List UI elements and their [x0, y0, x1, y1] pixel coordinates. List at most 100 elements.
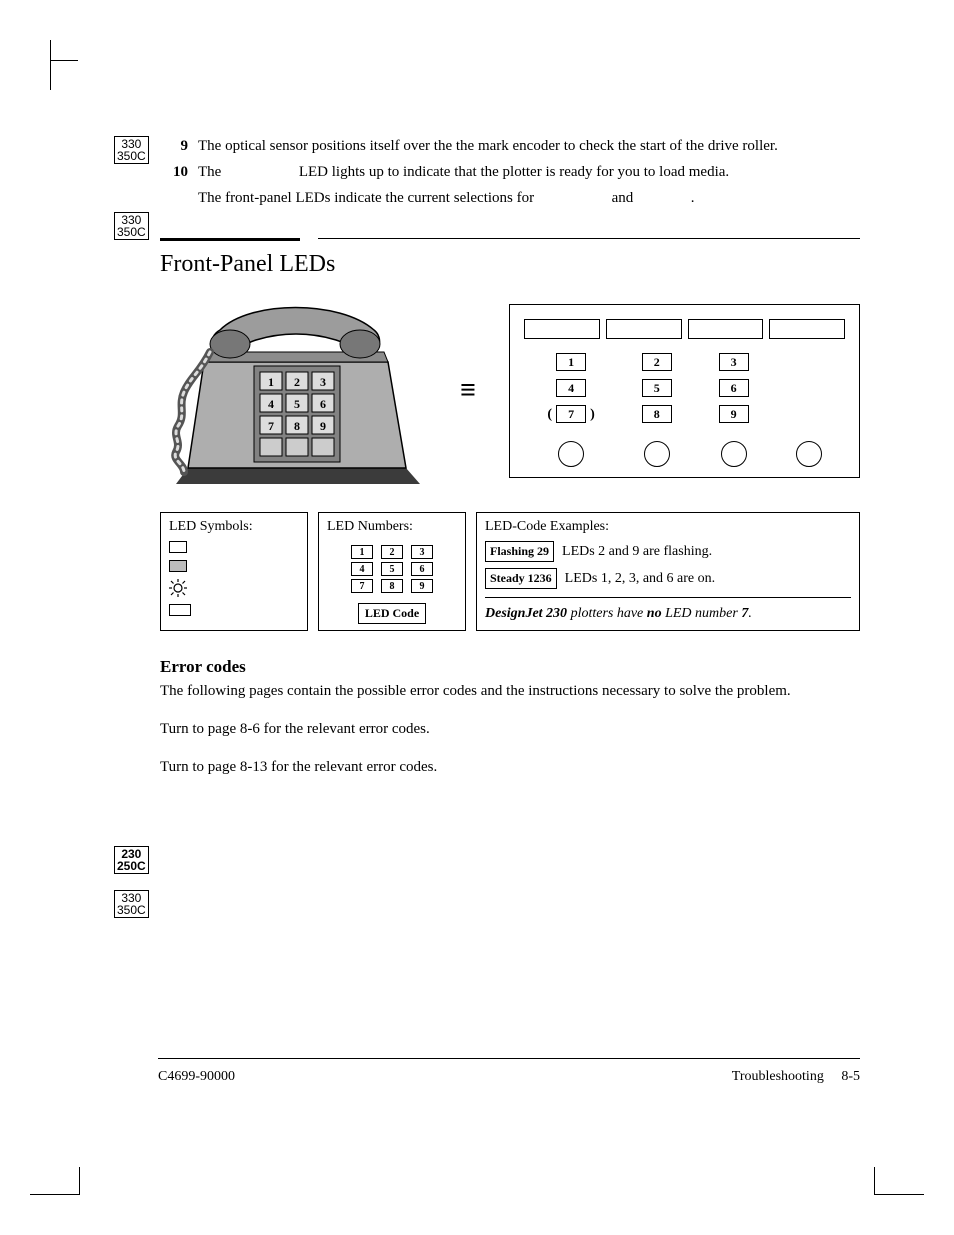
paren-group: ( 7 )	[547, 405, 594, 423]
content: 9 The optical sensor positions itself ov…	[160, 136, 860, 777]
footer-right: Troubleshooting 8-5	[732, 1069, 860, 1085]
led-num: 2	[642, 353, 672, 371]
panel-column: 1 4 ( 7 )	[547, 353, 594, 467]
led-num: 8	[642, 405, 672, 423]
text: The front-panel LEDs indicate the curren…	[198, 190, 534, 206]
example-code: Steady 1236	[485, 568, 557, 589]
model-tag-line: 350C	[117, 226, 146, 238]
error-line-330: Turn to page 8-13 for the relevant error…	[160, 757, 860, 777]
example-desc: LEDs 1, 2, 3, and 6 are on.	[565, 571, 715, 587]
phone-svg: 1 2 3 4 5 6 7 8 9	[160, 292, 426, 490]
panel-button	[644, 441, 670, 467]
svg-text:7: 7	[268, 419, 274, 433]
led-num: 2	[381, 545, 403, 559]
equals-icon: ≡	[460, 375, 475, 407]
footer-left: C4699-90000	[158, 1069, 235, 1085]
crop-mark	[30, 1165, 80, 1195]
legend-title: LED-Code Examples:	[485, 519, 851, 535]
model-tag-330-350c: 330 350C	[114, 890, 149, 918]
legend-title: LED Numbers:	[327, 519, 413, 535]
section-rule	[160, 238, 860, 241]
led-num: 6	[719, 379, 749, 397]
error-line-230: Turn to page 8-6 for the relevant error …	[160, 719, 860, 739]
led-num: 6	[411, 562, 433, 576]
legend-symbols: LED Symbols:	[160, 512, 308, 631]
legend-title: LED Symbols:	[169, 519, 299, 535]
step-number: 10	[160, 162, 188, 182]
step-10b: The front-panel LEDs indicate the curren…	[160, 188, 860, 208]
rule-thin	[318, 238, 860, 241]
symbol-flash-icon	[169, 579, 187, 597]
panel-slot	[606, 319, 682, 339]
step-text: The LED lights up to indicate that the p…	[198, 162, 860, 182]
text: LED lights up to indicate that the plott…	[299, 164, 729, 180]
panel-slot	[524, 319, 600, 339]
model-tag-line: 350C	[117, 150, 146, 162]
svg-text:9: 9	[320, 419, 326, 433]
led-num: 7	[351, 579, 373, 593]
phone-illustration: 1 2 3 4 5 6 7 8 9	[160, 292, 426, 490]
rule-thick	[160, 238, 300, 241]
page: 330 350C 330 350C 9 The optical sensor p…	[0, 0, 954, 1235]
step-number: 9	[160, 136, 188, 156]
legend-examples: LED-Code Examples: Flashing 29 LEDs 2 an…	[476, 512, 860, 631]
led-num: 5	[381, 562, 403, 576]
panel-button	[558, 441, 584, 467]
front-panel-diagram: 1 4 ( 7 ) 2 5 8 3 6 9	[509, 304, 860, 478]
footer: C4699-90000 Troubleshooting 8-5	[158, 1069, 860, 1085]
panel-top-slots	[524, 319, 845, 339]
panel-slot	[769, 319, 845, 339]
text: .	[748, 606, 752, 621]
svg-text:4: 4	[268, 397, 274, 411]
legend-row: LED Symbols:	[160, 512, 860, 631]
symbol-list	[169, 541, 299, 616]
example-desc: LEDs 2 and 9 are flashing.	[562, 544, 712, 560]
model-tag-330-350c: 330 350C	[114, 212, 149, 240]
step-9: 9 The optical sensor positions itself ov…	[160, 136, 860, 156]
led-num: 7	[556, 405, 586, 423]
svg-text:6: 6	[320, 397, 326, 411]
led-num: 4	[556, 379, 586, 397]
model-tag-230-250c: 230 250C	[114, 846, 149, 874]
example-row: Steady 1236 LEDs 1, 2, 3, and 6 are on.	[485, 568, 851, 589]
led-num: 5	[642, 379, 672, 397]
svg-text:8: 8	[294, 419, 300, 433]
led-num: 9	[719, 405, 749, 423]
divider	[485, 597, 851, 598]
text: The	[198, 164, 221, 180]
led-num: 1	[351, 545, 373, 559]
example-row: Flashing 29 LEDs 2 and 9 are flashing.	[485, 541, 851, 562]
error-codes-heading: Error codes	[160, 657, 860, 677]
led-num: 4	[351, 562, 373, 576]
step-10: 10 The LED lights up to indicate that th…	[160, 162, 860, 182]
crop-mark	[874, 1165, 924, 1195]
text: DesignJet 230	[485, 606, 567, 621]
footer-rule	[158, 1058, 860, 1059]
svg-text:3: 3	[320, 375, 326, 389]
panel-column	[796, 353, 822, 467]
svg-text:5: 5	[294, 397, 300, 411]
text: and	[612, 190, 634, 206]
led-code-label: LED Code	[358, 603, 426, 624]
footer-section: Troubleshooting	[732, 1069, 824, 1084]
text: plotters have	[567, 606, 647, 621]
example-code: Flashing 29	[485, 541, 554, 562]
led-num: 8	[381, 579, 403, 593]
footer-page: 8-5	[841, 1069, 860, 1084]
spacer	[160, 188, 188, 208]
model-tag-line: 350C	[117, 904, 146, 916]
figure-row: 1 2 3 4 5 6 7 8 9	[160, 292, 860, 490]
model-tag-330-350c: 330 350C	[114, 136, 149, 164]
led-num: 9	[411, 579, 433, 593]
model-tag-line: 250C	[117, 860, 146, 872]
section-title: Front-Panel LEDs	[160, 251, 860, 278]
step-text: The front-panel LEDs indicate the curren…	[198, 188, 860, 208]
svg-text:2: 2	[294, 375, 300, 389]
crop-mark	[50, 40, 80, 90]
panel-slot	[688, 319, 764, 339]
svg-text:1: 1	[268, 375, 274, 389]
mini-number-grid: 1 2 3 4 5 6 7 8 9	[351, 545, 433, 593]
panel-columns: 1 4 ( 7 ) 2 5 8 3 6 9	[524, 353, 845, 467]
step-text: The optical sensor positions itself over…	[198, 136, 860, 156]
text: .	[691, 190, 695, 206]
